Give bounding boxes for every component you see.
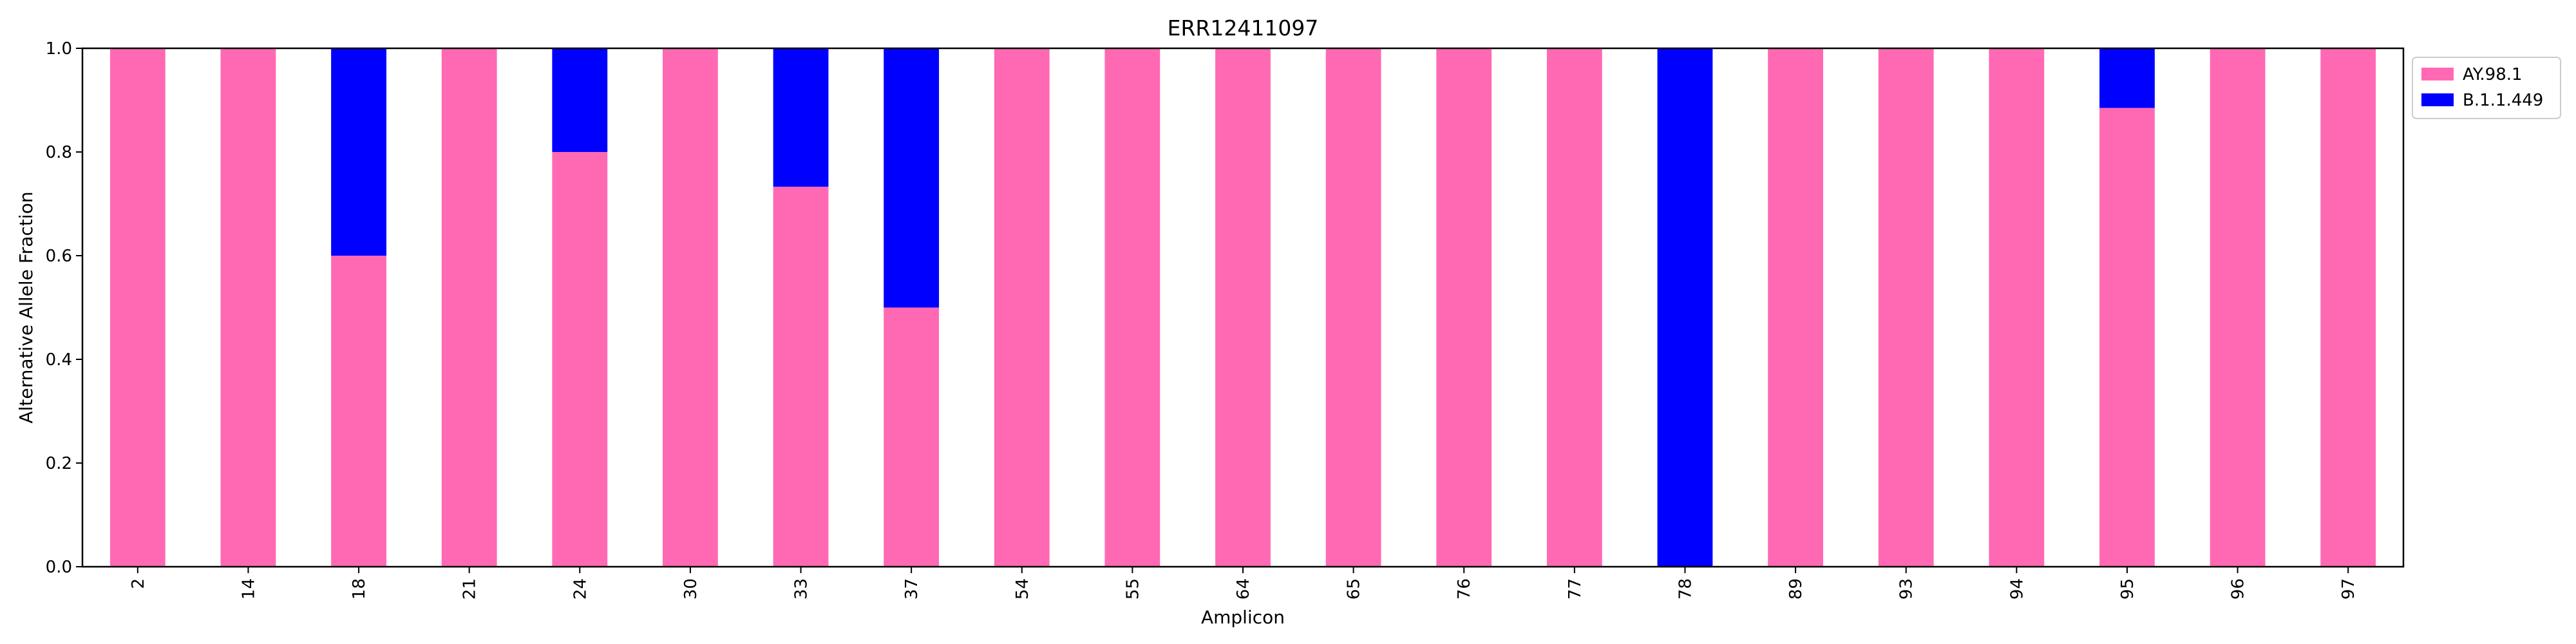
y-axis-label: Alternative Allele Fraction — [15, 191, 37, 423]
bar-ay-98-1-55 — [1104, 48, 1160, 567]
bar-ay-98-1-95 — [2099, 108, 2155, 567]
x-tick-label: 97 — [2339, 578, 2358, 600]
y-tick-label: 0.6 — [46, 247, 72, 266]
x-tick-label: 24 — [571, 578, 590, 600]
y-tick-label: 0.2 — [46, 454, 72, 473]
x-tick-label: 30 — [681, 578, 701, 600]
x-tick-label: 33 — [792, 578, 811, 600]
bar-b-1-1-449-37 — [884, 48, 940, 308]
bar-ay-98-1-65 — [1325, 48, 1381, 567]
x-axis: 2 14 18 21 24 30 33 37 54 55 64 65 76 77 78 89 93 94 95 96 9… — [129, 567, 2358, 600]
x-tick-label: 76 — [1455, 578, 1474, 600]
x-tick-label: 64 — [1234, 578, 1253, 600]
bar-ay-98-1-30 — [663, 48, 718, 567]
x-tick-label: 89 — [1786, 578, 1806, 600]
bar-b-1-1-449-33 — [773, 48, 829, 187]
legend: AY.98.1 B.1.1.449 — [2412, 57, 2561, 119]
legend-swatch-b-1-1-449 — [2421, 93, 2454, 106]
y-axis: 0.0 0.2 0.4 0.6 0.8 1.0 — [46, 39, 82, 577]
legend-label-ay-98-1: AY.98.1 — [2463, 65, 2523, 84]
bar-ay-98-1-37 — [884, 307, 940, 567]
x-tick-label: 21 — [460, 578, 480, 600]
x-tick-label: 96 — [2229, 578, 2248, 600]
bars-layer — [109, 48, 2376, 567]
bar-ay-98-1-64 — [1215, 48, 1271, 567]
y-tick-label: 1.0 — [46, 39, 72, 59]
bar-ay-98-1-93 — [1878, 48, 1934, 567]
chart-title: ERR12411097 — [1168, 15, 1319, 41]
bar-ay-98-1-21 — [441, 48, 497, 567]
bar-ay-98-1-96 — [2210, 48, 2266, 567]
x-tick-label: 93 — [1897, 578, 1917, 600]
x-tick-label: 2 — [129, 578, 148, 589]
legend-swatch-ay-98-1 — [2421, 68, 2454, 80]
y-tick-label: 0.0 — [46, 558, 72, 577]
x-axis-label: Amplicon — [1201, 607, 1285, 628]
bar-b-1-1-449-78 — [1657, 48, 1713, 567]
bar-b-1-1-449-18 — [331, 48, 386, 256]
bar-b-1-1-449-95 — [2099, 48, 2155, 108]
bar-ay-98-1-76 — [1436, 48, 1492, 567]
bar-ay-98-1-77 — [1546, 48, 1602, 567]
x-tick-label: 78 — [1676, 578, 1695, 600]
x-tick-label: 94 — [2007, 578, 2027, 600]
x-tick-label: 14 — [239, 578, 258, 600]
y-tick-label: 0.8 — [46, 143, 72, 162]
x-tick-label: 54 — [1013, 578, 1032, 600]
bar-ay-98-1-2 — [109, 48, 166, 567]
bar-ay-98-1-33 — [773, 186, 829, 567]
y-tick-label: 0.4 — [46, 350, 72, 370]
x-tick-label: 95 — [2118, 578, 2137, 600]
bar-ay-98-1-18 — [331, 256, 386, 567]
x-tick-label: 18 — [350, 578, 369, 600]
bar-ay-98-1-54 — [994, 48, 1050, 567]
legend-label-b-1-1-449: B.1.1.449 — [2463, 91, 2543, 110]
bar-ay-98-1-14 — [220, 48, 276, 567]
x-tick-label: 37 — [902, 578, 922, 600]
x-tick-label: 55 — [1123, 578, 1142, 600]
plot-frame — [81, 47, 2405, 568]
bar-ay-98-1-89 — [1768, 48, 1823, 567]
x-tick-label: 77 — [1566, 578, 1585, 600]
bar-ay-98-1-94 — [1989, 48, 2045, 567]
bar-ay-98-1-97 — [2320, 48, 2376, 567]
bar-ay-98-1-24 — [552, 152, 608, 567]
x-tick-label: 65 — [1345, 578, 1364, 600]
bar-b-1-1-449-24 — [552, 48, 608, 152]
